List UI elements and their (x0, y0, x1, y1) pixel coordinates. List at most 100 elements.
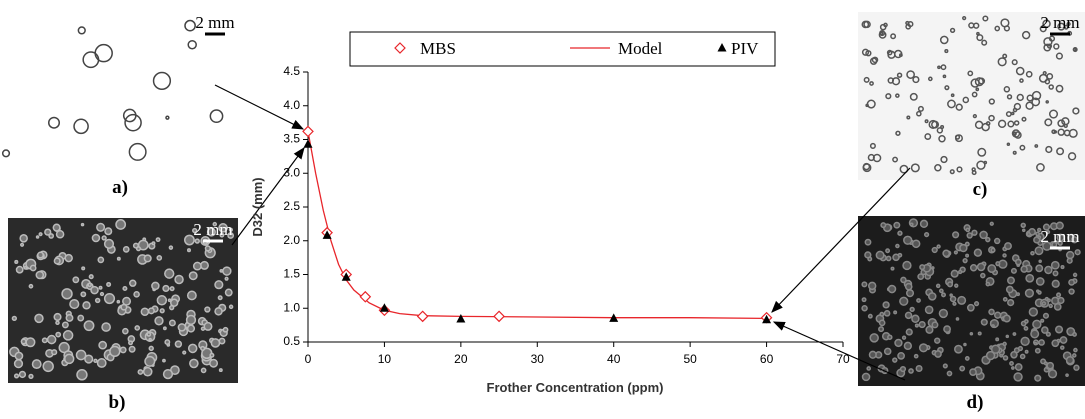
bubble (994, 311, 1002, 319)
bubble (924, 119, 929, 124)
bubble (101, 322, 111, 332)
bubble (902, 260, 912, 271)
bubble (867, 256, 873, 262)
bubble (1072, 47, 1078, 53)
bubble (1012, 107, 1018, 113)
bubble (20, 338, 27, 345)
bubble (993, 237, 1001, 245)
bubble (1002, 341, 1007, 347)
bubble (890, 33, 897, 40)
bubble (931, 266, 935, 270)
bubble (188, 271, 198, 281)
bubble (1042, 223, 1051, 231)
bubble (1012, 150, 1017, 155)
bubble (1028, 307, 1039, 317)
bubble (42, 360, 54, 373)
bubble (212, 221, 218, 227)
bubble (895, 243, 900, 249)
bubble (182, 350, 187, 355)
bubble (1011, 59, 1018, 66)
bubble (97, 256, 105, 264)
bubble (976, 262, 986, 272)
bubble (1073, 347, 1078, 353)
y-tick-label: 3.0 (283, 165, 300, 179)
bubble (1040, 318, 1045, 323)
bubble (19, 234, 28, 243)
bubble (955, 317, 960, 321)
bubble (985, 281, 991, 287)
bubble (1033, 341, 1038, 346)
bubble (199, 260, 209, 270)
bubble (980, 272, 986, 279)
bubble (177, 323, 187, 332)
bubble (1004, 242, 1012, 251)
bubble (144, 355, 156, 367)
bubble (964, 356, 970, 361)
bubble (63, 353, 75, 365)
bubble (861, 304, 868, 312)
bubble (55, 320, 60, 326)
bubble (1035, 231, 1040, 237)
bubble (143, 254, 152, 263)
bubble (1048, 84, 1054, 90)
bubble (938, 308, 949, 319)
bubble (1051, 279, 1060, 288)
bubble (1041, 326, 1049, 334)
triangle-marker (341, 272, 351, 281)
bubble (1016, 292, 1021, 297)
bubble (985, 350, 996, 361)
bubble (990, 247, 996, 253)
bubble (906, 115, 911, 120)
bubble (1015, 66, 1025, 76)
bubble (970, 78, 980, 88)
bubble (969, 264, 978, 272)
bubble (919, 264, 926, 271)
bubble (892, 156, 899, 163)
bubble (206, 227, 216, 237)
bubble (934, 350, 942, 358)
bubble (1047, 369, 1058, 379)
bubble (1002, 314, 1011, 323)
bubble (968, 22, 975, 29)
bubble (1053, 130, 1058, 134)
bubble (214, 307, 223, 316)
bubble (91, 233, 101, 243)
bubble (871, 56, 879, 64)
bubble (905, 328, 913, 336)
legend-box (349, 31, 776, 67)
bubble (224, 276, 229, 281)
panel-label: d) (967, 392, 984, 413)
bubble (1068, 288, 1075, 295)
bubble (137, 369, 144, 375)
bubble (73, 118, 89, 135)
bubble (210, 338, 221, 348)
scale-label: 2 mm (1040, 13, 1079, 32)
bubble (895, 130, 901, 136)
bubble (1035, 277, 1045, 286)
bubble (109, 345, 121, 358)
bubble (897, 351, 905, 360)
bubble (966, 303, 975, 312)
bubble (124, 113, 142, 132)
bubble (120, 303, 128, 311)
legend-label: Model (618, 39, 663, 58)
arrow (214, 84, 305, 130)
bubble (1038, 339, 1045, 346)
bubble (886, 49, 893, 56)
bubble (987, 264, 997, 274)
arrow (772, 321, 906, 381)
y-tick-label: 3.5 (283, 132, 300, 146)
bubble (1052, 270, 1059, 277)
bubble (148, 345, 154, 352)
bubble (1013, 120, 1020, 126)
bubble (989, 221, 994, 226)
bubble (952, 301, 957, 306)
bubble (869, 81, 874, 86)
bubble (194, 238, 200, 244)
bubble (168, 245, 174, 250)
bubble (98, 340, 108, 350)
bubble (103, 238, 115, 249)
bubble (866, 366, 872, 371)
bubble (939, 35, 949, 45)
bubble (936, 244, 941, 249)
